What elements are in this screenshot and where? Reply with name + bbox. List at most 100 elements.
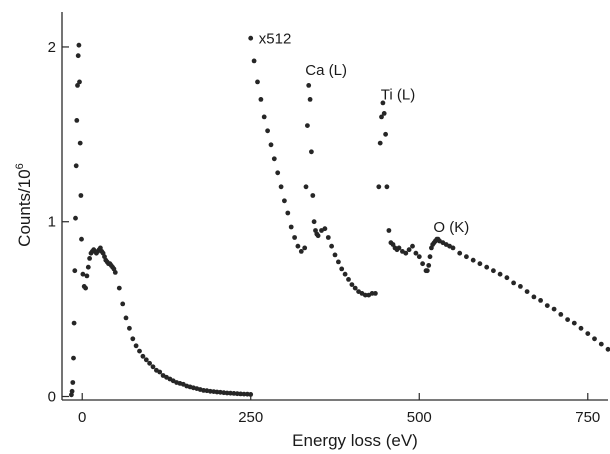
data-point	[491, 268, 496, 274]
data-point	[83, 285, 88, 291]
data-point	[329, 243, 334, 249]
data-point	[140, 353, 146, 359]
data-point	[224, 390, 230, 396]
data-point	[420, 261, 425, 267]
data-point	[241, 391, 247, 397]
data-point	[265, 128, 270, 134]
y-axis-title: Counts/106	[14, 163, 34, 247]
data-point	[261, 114, 267, 120]
data-point	[349, 282, 355, 287]
data-point	[74, 118, 80, 123]
data-point	[450, 245, 456, 251]
data-point	[457, 250, 463, 256]
data-point	[396, 245, 402, 251]
data-point	[384, 184, 390, 190]
data-point	[133, 343, 139, 349]
data-point	[130, 336, 136, 342]
data-point	[362, 292, 368, 298]
axes	[61, 12, 608, 401]
data-point	[251, 58, 257, 64]
data-point	[352, 285, 358, 291]
data-point	[511, 280, 516, 286]
data-point	[342, 271, 348, 277]
data-point	[137, 348, 142, 354]
data-point	[295, 243, 301, 249]
data-point	[309, 149, 314, 155]
data-point	[275, 170, 281, 176]
data-point	[150, 364, 156, 370]
x-axis-title: Energy loss (eV)	[292, 431, 418, 450]
data-point	[143, 357, 149, 363]
data-point	[248, 392, 254, 397]
data-point	[325, 235, 331, 240]
data-point	[84, 273, 90, 279]
data-point	[484, 264, 490, 270]
y-axis-title-base: Counts/10	[15, 169, 34, 247]
data-point	[311, 219, 317, 225]
data-point	[464, 254, 469, 260]
data-point	[373, 291, 378, 296]
data-point	[292, 235, 297, 240]
data-point	[120, 301, 126, 307]
annotation-label: Ti (L)	[381, 86, 415, 103]
data-point	[413, 250, 419, 256]
data-point	[426, 263, 432, 268]
data-point	[75, 83, 80, 88]
y-axis-title-exponent: 6	[14, 163, 26, 169]
x-tick-label: 250	[238, 409, 263, 426]
data-point	[268, 142, 274, 148]
data-point	[531, 294, 537, 300]
data-point	[77, 79, 82, 85]
data-point	[288, 224, 294, 230]
data-point	[85, 264, 91, 270]
data-point	[157, 369, 163, 375]
data-point	[238, 391, 244, 397]
data-point	[585, 331, 591, 336]
data-point	[369, 291, 375, 296]
data-point	[75, 53, 81, 59]
data-point	[416, 254, 422, 260]
data-point	[497, 271, 503, 277]
data-point	[302, 245, 308, 251]
data-point	[307, 97, 313, 102]
data-point	[406, 247, 412, 253]
data-point	[87, 256, 92, 261]
data-point	[80, 271, 86, 277]
data-point	[248, 35, 254, 41]
data-point	[551, 306, 557, 312]
data-point	[410, 243, 415, 249]
data-point	[403, 250, 409, 256]
data-point	[126, 325, 132, 331]
data-point	[70, 380, 76, 385]
data-point	[258, 97, 264, 102]
data-point	[322, 226, 328, 232]
data-point	[470, 257, 476, 263]
data-point	[298, 249, 304, 254]
data-point	[123, 315, 129, 321]
data-point	[116, 285, 122, 291]
data-point	[565, 317, 570, 322]
data-point	[379, 114, 384, 120]
data-point	[518, 284, 523, 289]
data-point	[71, 320, 77, 326]
data-point	[78, 193, 84, 198]
data-point	[228, 390, 233, 396]
y-ticks: 0 1 2	[48, 39, 69, 406]
data-point	[77, 140, 83, 146]
data-point	[306, 83, 312, 88]
data-point	[383, 131, 388, 137]
data-point	[79, 236, 84, 242]
data-point	[303, 184, 309, 190]
annotation-label: Ca (L)	[305, 62, 347, 79]
data-point	[69, 388, 75, 394]
data-point	[278, 184, 284, 190]
data-point	[578, 325, 584, 331]
data-point	[310, 193, 316, 198]
x-tick-label: 750	[575, 409, 600, 426]
data-point	[605, 346, 610, 352]
data-point	[538, 298, 543, 303]
data-point	[315, 233, 321, 239]
data-point	[376, 184, 382, 190]
data-point	[147, 360, 153, 366]
